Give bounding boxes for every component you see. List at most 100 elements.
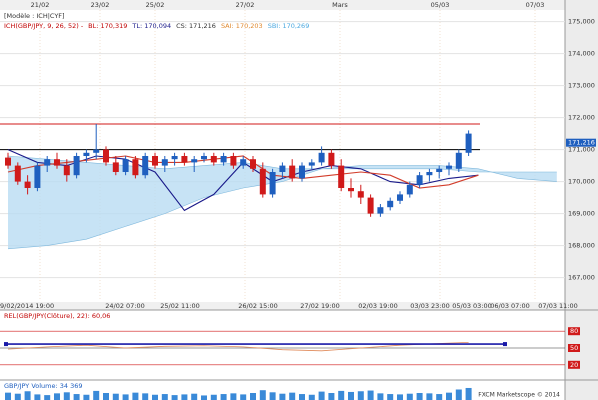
volume-bar	[318, 391, 325, 400]
volume-bar	[171, 395, 178, 400]
cloud-span	[7, 165, 557, 250]
volume-bar	[269, 392, 276, 400]
candle-body	[73, 156, 80, 176]
volume-bar	[5, 392, 11, 400]
top-date-label: 07/03	[526, 1, 545, 9]
rsi-tick-bg	[568, 360, 580, 369]
candle-body	[93, 149, 100, 153]
volume-bar	[338, 390, 345, 400]
volume-bar	[181, 394, 188, 400]
top-date-label: 27/02	[236, 1, 255, 9]
indicator-label: TL: 170,094	[131, 22, 171, 30]
candle-body	[34, 165, 41, 188]
candle-body	[348, 188, 354, 192]
candle-body	[220, 156, 227, 163]
volume-bar	[406, 393, 413, 400]
volume-bar	[210, 394, 217, 400]
candle-body	[210, 156, 217, 163]
bottom-date-strip	[0, 302, 565, 310]
volume-bar	[308, 394, 315, 400]
price-tag: 171,216	[568, 139, 595, 147]
volume-bar	[279, 393, 286, 400]
footer: FXCM Marketscope © 2014	[478, 392, 560, 399]
candle-body	[103, 149, 109, 163]
top-date-strip	[0, 0, 565, 10]
volume-bar	[161, 394, 168, 400]
candle-body	[63, 165, 70, 176]
volume-bar	[24, 391, 31, 400]
volume-bar	[14, 393, 21, 400]
candle-body	[406, 184, 413, 195]
plot	[0, 123, 557, 250]
volume-bar	[328, 393, 335, 400]
candle-body	[318, 152, 325, 163]
volume-bar	[367, 390, 374, 400]
volume-bar	[387, 394, 394, 400]
candle-body	[279, 165, 286, 172]
candle-body	[240, 159, 247, 166]
volume-bar	[397, 394, 403, 400]
volume-bar	[63, 392, 70, 400]
indicator-label: SAI: 170,203	[221, 22, 263, 30]
y-tick-label: 167,000	[568, 274, 595, 282]
candle-body	[299, 165, 305, 179]
volume-bar	[426, 393, 433, 400]
candle-body	[201, 156, 207, 160]
y-tick-label: 173,000	[568, 82, 595, 90]
volume-bar	[348, 391, 354, 400]
top-date-label: 23/02	[91, 1, 110, 9]
top-date-label: 25/02	[146, 1, 165, 9]
rsi-label: REL(GBP/JPY(Clôture), 22): 60,06	[4, 312, 110, 320]
candle-body	[259, 168, 266, 195]
bottom-date-label: 27/02 19:00	[300, 302, 340, 310]
candle-body	[416, 175, 423, 185]
price-tag-bg	[566, 138, 596, 147]
volume-bar	[54, 393, 60, 400]
candle-body	[426, 172, 433, 176]
volume-bar	[122, 394, 129, 400]
volume-bar	[446, 392, 452, 400]
volume-bar	[201, 395, 207, 400]
volume-bar	[230, 393, 237, 400]
candle-body	[465, 133, 472, 153]
bottom-date-label: 07/03 11:00	[538, 302, 578, 310]
candle-body	[367, 197, 374, 214]
volume-bar	[299, 394, 305, 400]
volume-bar	[44, 395, 51, 400]
bottom-date-label: 05/03 03:00	[452, 302, 492, 310]
bottom-date-label: 06/03 07:00	[490, 302, 530, 310]
candle-body	[171, 156, 178, 160]
volume-bar	[259, 390, 266, 400]
volume-bar	[289, 392, 296, 400]
rsi-tick-bg	[568, 344, 580, 352]
bottom-date-label: 02/03 19:00	[358, 302, 398, 310]
candle-body	[152, 156, 158, 166]
candle-body	[83, 152, 90, 156]
price-axis-panel	[565, 0, 598, 400]
volume-bar	[455, 389, 462, 400]
volume-bar	[436, 394, 443, 400]
volume-bar	[240, 394, 247, 400]
indicator-label: CS: 171,216	[176, 22, 216, 30]
candle-body	[142, 156, 149, 176]
rsi-signal-end	[4, 342, 8, 347]
candle-body	[132, 159, 139, 176]
y-tick-label: 171,000	[568, 146, 595, 154]
y-tick-label: 175,000	[568, 18, 595, 26]
rsi-tick-label: 80	[570, 327, 578, 335]
volume-bar	[220, 394, 227, 400]
volume-bar	[465, 387, 472, 400]
candle-body	[161, 159, 168, 166]
rsi-line	[7, 342, 469, 352]
volume-bar	[103, 393, 109, 400]
candle-body	[250, 159, 256, 169]
y-tick-label: 174,000	[568, 50, 595, 58]
candle-body	[308, 162, 315, 166]
candle-body	[44, 159, 51, 166]
volume-bar	[132, 392, 139, 400]
volume-bar	[191, 393, 198, 400]
volume-bar	[250, 393, 256, 400]
bottom-date-label: 24/02 07:00	[105, 302, 145, 310]
